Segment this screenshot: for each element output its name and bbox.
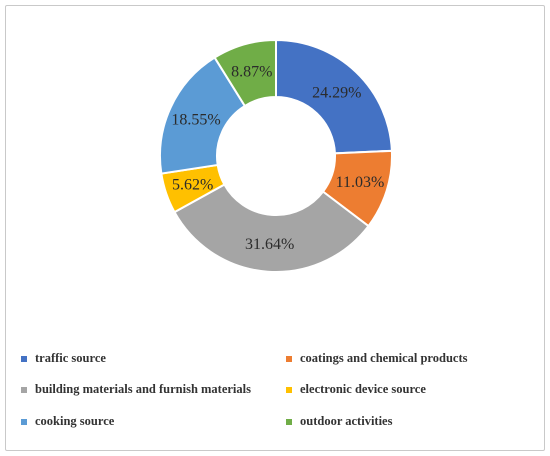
legend-label: coatings and chemical products xyxy=(300,351,468,365)
legend-swatch xyxy=(21,355,27,362)
slice-label-5: 8.87% xyxy=(231,63,272,80)
chart-frame: 24.29% 11.03% 31.64% 5.62% 18.55% 8.87% traff… xyxy=(5,5,545,451)
legend-swatch xyxy=(286,386,292,393)
legend-swatch xyxy=(21,386,27,393)
legend-item-outdoor: outdoor activities xyxy=(286,414,392,429)
donut-chart: 24.29% 11.03% 31.64% 5.62% 18.55% 8.87% xyxy=(159,38,393,273)
legend-label: outdoor activities xyxy=(300,414,393,428)
slice-label-4: 18.55% xyxy=(171,111,220,128)
legend-label: cooking source xyxy=(35,414,115,428)
legend-item-electronic: electronic device source xyxy=(286,382,426,397)
legend-swatch xyxy=(286,418,292,425)
legend-label: electronic device source xyxy=(300,382,426,396)
legend-item-coatings: coatings and chemical products xyxy=(286,351,468,366)
donut-slice-4 xyxy=(159,56,247,175)
donut-slice-2 xyxy=(173,183,370,273)
legend-label: traffic source xyxy=(35,351,106,365)
legend-swatch xyxy=(286,355,292,362)
donut-slice-5 xyxy=(213,38,277,108)
slice-label-0: 24.29% xyxy=(312,84,361,101)
slice-label-2: 31.64% xyxy=(245,236,294,253)
legend-label: building materials and furnish materials xyxy=(35,382,251,396)
legend-item-traffic: traffic source xyxy=(21,351,106,366)
donut-slice-0 xyxy=(275,38,393,155)
legend-item-cooking: cooking source xyxy=(21,414,114,429)
slice-label-3: 5.62% xyxy=(172,176,213,193)
legend-swatch xyxy=(21,418,27,425)
legend-item-building: building materials and furnish materials xyxy=(21,382,251,397)
slice-label-1: 11.03% xyxy=(336,174,385,191)
